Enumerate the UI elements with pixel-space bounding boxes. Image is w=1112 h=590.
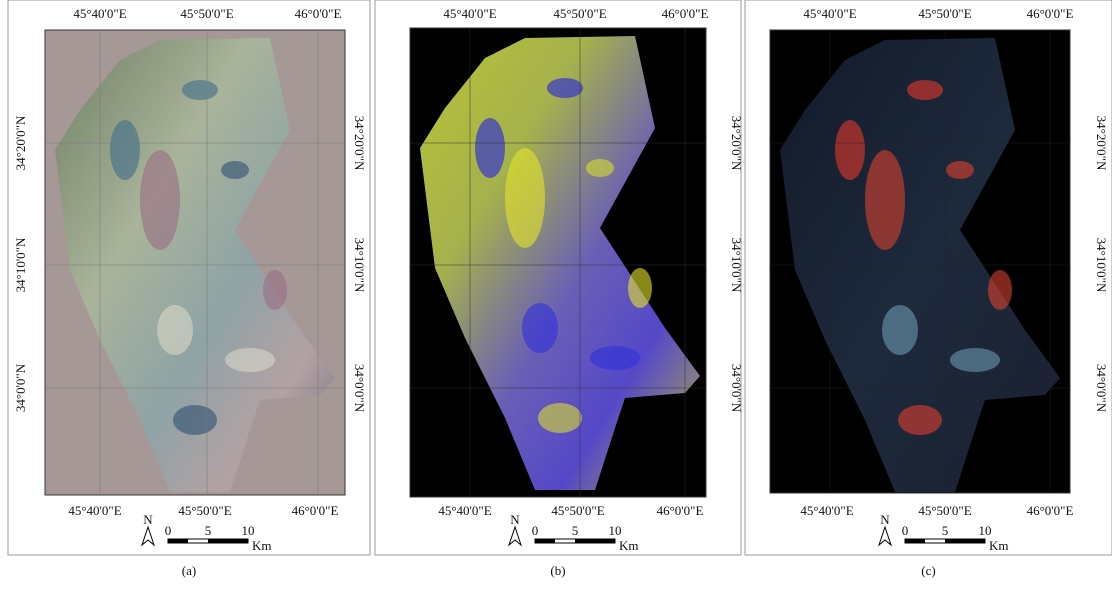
scale-label: 0	[165, 523, 172, 538]
longitude-label: 46°0'0"E	[657, 503, 704, 518]
latitude-label: 34°10'0"N	[1094, 238, 1109, 293]
image-texture	[221, 161, 249, 179]
latitude-label: 34°20'0"N	[729, 116, 744, 171]
longitude-label: 46°0'0"E	[292, 503, 339, 518]
latitude-label: 34°0'0"N	[13, 363, 28, 412]
longitude-label: 45°50'0"E	[553, 6, 606, 21]
longitude-label: 45°50'0"E	[918, 6, 971, 21]
panel-border	[7, 0, 371, 556]
latitude-label: 34°10'0"N	[352, 238, 367, 293]
image-texture	[173, 405, 217, 435]
image-texture	[950, 348, 1000, 372]
latitude-label: 34°0'0"N	[352, 364, 367, 413]
scale-bar	[535, 539, 555, 543]
image-texture	[865, 150, 905, 250]
image-texture	[988, 270, 1012, 310]
longitude-label: 45°50'0"E	[178, 503, 231, 518]
longitude-label: 45°40'0"E	[803, 6, 856, 21]
image-texture	[907, 80, 943, 100]
caption: (b)	[550, 563, 565, 578]
longitude-label: 45°40'0"E	[438, 503, 491, 518]
image-texture	[547, 78, 583, 98]
image-texture	[946, 161, 974, 179]
scale-bar	[208, 539, 248, 543]
latitude-label: 34°10'0"N	[729, 238, 744, 293]
north-label: N	[880, 512, 890, 527]
panel-border	[744, 0, 1112, 556]
image-texture	[182, 80, 218, 100]
scale-unit: Km	[619, 538, 639, 553]
latitude-label: 34°0'0"N	[1094, 364, 1109, 413]
scale-label: 0	[532, 523, 539, 538]
image-texture	[898, 405, 942, 435]
scale-label: 10	[609, 523, 622, 538]
image-texture	[538, 403, 582, 433]
scale-unit: Km	[252, 538, 272, 553]
latitude-label: 34°10'0"N	[13, 237, 28, 292]
scale-label: 10	[979, 523, 992, 538]
map-panel: 45°40'0"E 45°50'0"E 46°0'0"E 45°40'0"E 45°50…	[744, 0, 1112, 578]
scale-unit: Km	[989, 538, 1009, 553]
map-panel: 45°40'0"E 45°50'0"E 46°0'0"E 45°40'0"E 45°50…	[7, 0, 371, 578]
latitude-label: 34°20'0"N	[13, 115, 28, 170]
north-arrow	[877, 525, 893, 547]
image-texture	[628, 268, 652, 308]
image-texture	[586, 159, 614, 177]
longitude-label: 46°0'0"E	[662, 6, 709, 21]
caption: (c)	[921, 563, 935, 578]
longitude-label: 46°0'0"E	[1027, 6, 1074, 21]
image-texture	[882, 305, 918, 355]
scale-label: 0	[902, 523, 909, 538]
north-arrow	[507, 525, 523, 547]
scale-bar	[905, 539, 925, 543]
caption: (a)	[182, 563, 196, 578]
image-texture	[475, 118, 505, 178]
longitude-label: 45°40'0"E	[68, 503, 121, 518]
map-panel: 45°40'0"E 45°50'0"E 46°0'0"E 45°40'0"E 45°50…	[374, 0, 744, 578]
scale-label: 5	[205, 523, 212, 538]
latitude-label: 34°0'0"N	[729, 364, 744, 413]
image-texture	[835, 120, 865, 180]
image-texture	[505, 148, 545, 248]
north-arrow	[140, 525, 156, 547]
image-texture	[157, 305, 193, 355]
image-texture	[263, 270, 287, 310]
longitude-label: 46°0'0"E	[295, 6, 342, 21]
scale-label: 5	[572, 523, 579, 538]
latitude-label: 34°20'0"N	[1094, 116, 1109, 171]
scale-bar	[168, 539, 188, 543]
latitude-label: 34°20'0"N	[352, 116, 367, 171]
longitude-label: 45°50'0"E	[918, 503, 971, 518]
north-label: N	[510, 512, 520, 527]
longitude-label: 45°40'0"E	[73, 6, 126, 21]
image-texture	[522, 303, 558, 353]
longitude-label: 45°40'0"E	[800, 503, 853, 518]
longitude-label: 45°50'0"E	[551, 503, 604, 518]
image-texture	[110, 120, 140, 180]
scale-label: 10	[242, 523, 255, 538]
scale-label: 5	[942, 523, 949, 538]
scale-bar	[575, 539, 615, 543]
panel-border	[374, 0, 742, 556]
longitude-label: 45°40'0"E	[443, 6, 496, 21]
scale-bar	[945, 539, 985, 543]
image-texture	[140, 150, 180, 250]
north-label: N	[143, 512, 153, 527]
image-texture	[225, 348, 275, 372]
image-texture	[590, 346, 640, 370]
longitude-label: 45°50'0"E	[180, 6, 233, 21]
longitude-label: 46°0'0"E	[1027, 503, 1074, 518]
